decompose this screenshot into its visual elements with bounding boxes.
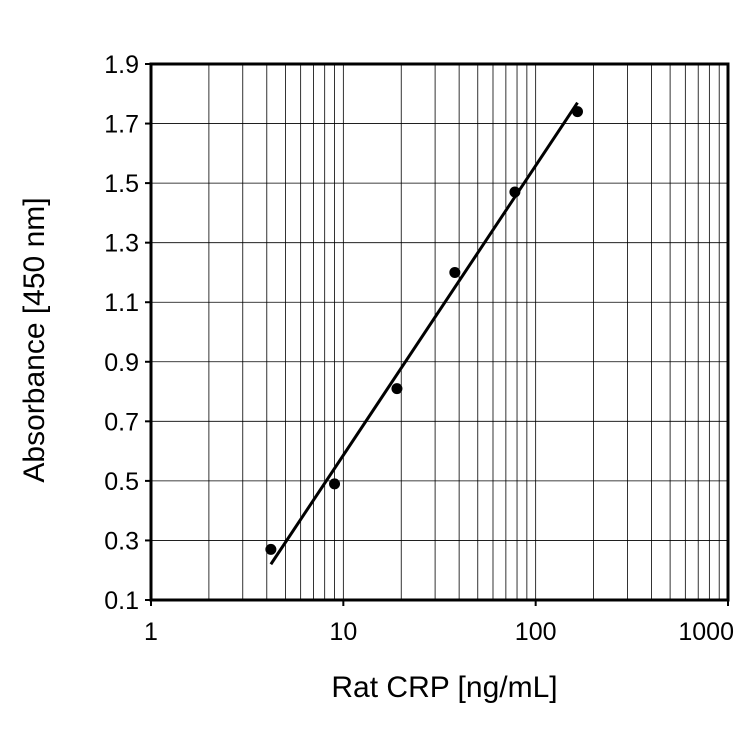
data-point: [329, 478, 341, 490]
fit-line: [269, 101, 579, 566]
plot-frame: [149, 62, 730, 602]
x-tick-label: 1000: [678, 618, 734, 646]
data-point: [509, 186, 521, 198]
y-tick-label: 0.1: [104, 587, 139, 615]
y-tick-label: 1.3: [104, 230, 139, 258]
y-tick-label: 0.9: [104, 349, 139, 377]
y-axis-title: Absorbance [450 nm]: [18, 197, 51, 482]
fit-line-layer: [269, 101, 579, 566]
data-point: [571, 106, 583, 118]
x-axis-ticks: 1 10 100 1000: [144, 600, 734, 646]
grid: [150, 63, 728, 601]
y-tick-label: 1.9: [104, 51, 139, 79]
x-axis-title: Rat CRP [ng/mL]: [331, 671, 557, 704]
x-tick-label: 10: [329, 618, 357, 646]
y-tick-label: 0.7: [104, 408, 139, 436]
data-point: [449, 266, 461, 278]
data-point: [265, 543, 277, 555]
y-tick-label: 1.1: [104, 289, 139, 317]
x-tick-label: 100: [515, 618, 557, 646]
data-point: [391, 383, 403, 395]
data-points: [265, 106, 583, 555]
y-tick-label: 0.3: [104, 527, 139, 555]
y-tick-label: 0.5: [104, 468, 139, 496]
x-tick-label: 1: [144, 618, 158, 646]
y-tick-label: 1.5: [104, 170, 139, 198]
y-tick-label: 1.7: [104, 111, 139, 139]
y-axis-ticks: 0.1 0.3 0.5 0.7 0.9 1.1 1.3 1.5 1.7 1.9: [104, 51, 151, 615]
